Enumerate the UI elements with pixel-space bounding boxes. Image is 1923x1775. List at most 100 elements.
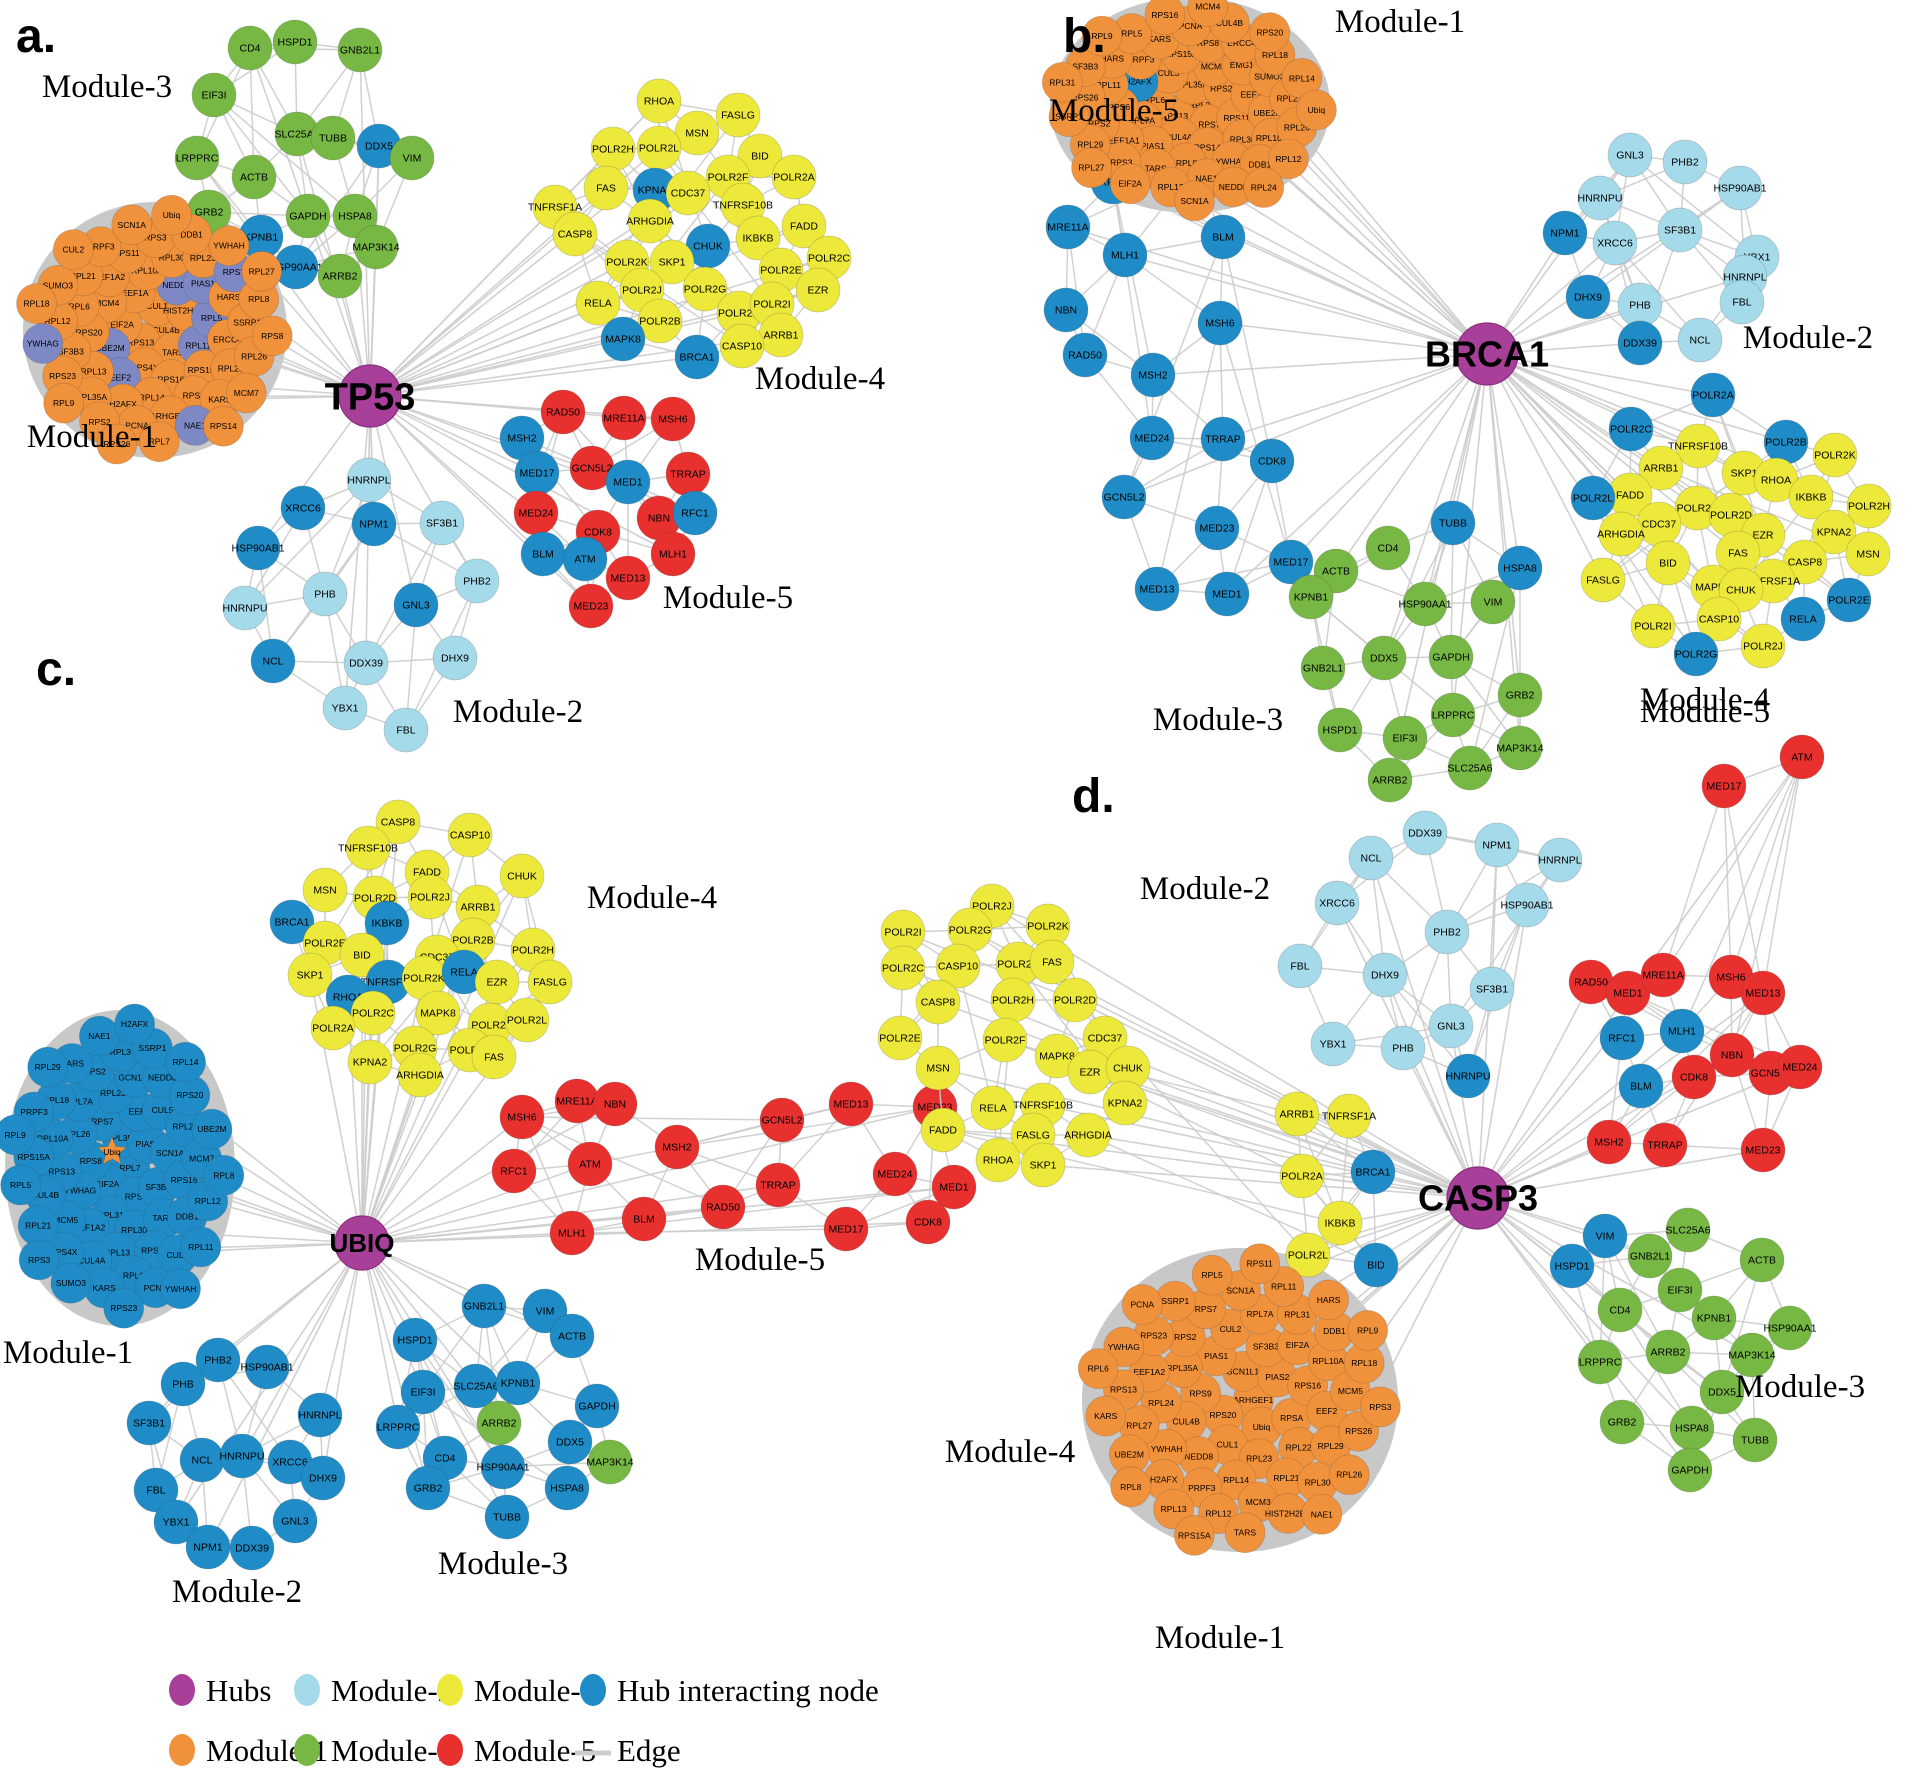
- node-a-BID[interactable]: [737, 133, 783, 179]
- node-a-MAP3K14[interactable]: [353, 224, 399, 270]
- node-a-HNRNPL[interactable]: [346, 457, 392, 503]
- node-c-MSH6[interactable]: [499, 1094, 545, 1140]
- node-b-GNB2L1[interactable]: [1300, 645, 1346, 691]
- node-d-NBN[interactable]: [1709, 1032, 1755, 1078]
- node-a-VIM[interactable]: [389, 135, 435, 181]
- node-d-EIF3I[interactable]: [1657, 1267, 1703, 1313]
- node-d-MAP3K14[interactable]: [1729, 1332, 1775, 1378]
- node-c-PHB[interactable]: [160, 1361, 206, 1407]
- node-b-HSP90AB1[interactable]: [1717, 165, 1763, 211]
- node-c-POLR2A[interactable]: [310, 1005, 356, 1051]
- node-c-RFC1[interactable]: [491, 1148, 537, 1194]
- node-d-TUBB[interactable]: [1732, 1417, 1778, 1463]
- node-d-NPM1[interactable]: [1474, 822, 1520, 868]
- node-b-MLH1[interactable]: [1102, 232, 1148, 278]
- node-a-SKP1[interactable]: [649, 239, 695, 285]
- node-b-MSN[interactable]: [1845, 531, 1891, 577]
- node-a-TUBB[interactable]: [310, 115, 356, 161]
- node-b-DDX5[interactable]: [1361, 635, 1407, 681]
- node-d-NCL[interactable]: [1348, 835, 1394, 881]
- node-d-FBL[interactable]: [1277, 943, 1323, 989]
- node-d-MED13[interactable]: [1740, 970, 1786, 1016]
- node-b-MSH2[interactable]: [1130, 352, 1176, 398]
- node-b-Ubiq[interactable]: [1296, 89, 1337, 131]
- node-b-MED13[interactable]: [1134, 566, 1180, 612]
- node-c-MSH2[interactable]: [654, 1124, 700, 1170]
- node-a-FAS[interactable]: [583, 165, 629, 211]
- node-d-MRE11A[interactable]: [1640, 952, 1686, 998]
- node-b-RPS16[interactable]: [1144, 0, 1186, 36]
- node-b-NBN[interactable]: [1043, 287, 1089, 333]
- node-a-RPL27[interactable]: [241, 251, 282, 292]
- node-d-RPL9[interactable]: [1347, 1310, 1388, 1351]
- node-b-KPNA2[interactable]: [1811, 509, 1857, 555]
- node-a-MSH6[interactable]: [650, 396, 696, 442]
- node-c-SUMO3[interactable]: [50, 1262, 92, 1304]
- node-c-MED1[interactable]: [931, 1164, 977, 1210]
- node-c-ARHGDIA[interactable]: [397, 1052, 443, 1098]
- node-b-MED24[interactable]: [1129, 415, 1175, 461]
- node-d-RPS11[interactable]: [1239, 1243, 1281, 1285]
- node-c-CASP8[interactable]: [375, 799, 421, 845]
- node-d-ATM[interactable]: [1779, 734, 1825, 780]
- node-b-POLR2G[interactable]: [1673, 631, 1719, 677]
- node-d-POLR2C[interactable]: [880, 945, 926, 991]
- node-d-PHB[interactable]: [1380, 1025, 1426, 1071]
- node-d-HNRNPU[interactable]: [1445, 1053, 1491, 1099]
- node-a-MED23[interactable]: [568, 583, 614, 629]
- node-star-Ubiq[interactable]: [96, 1136, 128, 1165]
- node-b-POLR2I[interactable]: [1630, 603, 1676, 649]
- node-c-DHX9[interactable]: [300, 1455, 346, 1501]
- node-a-MRE11A[interactable]: [601, 395, 647, 441]
- node-b-GNL3[interactable]: [1607, 132, 1653, 178]
- node-c-POLR2J[interactable]: [407, 874, 453, 920]
- node-d-BLM[interactable]: [1618, 1063, 1664, 1109]
- node-c-GCN5L2[interactable]: [759, 1097, 805, 1143]
- node-c-CASP10[interactable]: [447, 812, 493, 858]
- node-b-MED17[interactable]: [1268, 539, 1314, 585]
- node-c-FAS[interactable]: [471, 1034, 517, 1080]
- node-d-RPL6[interactable]: [1077, 1348, 1119, 1389]
- node-d-KARS[interactable]: [1085, 1395, 1127, 1437]
- node-b-POLR2C[interactable]: [1608, 406, 1654, 452]
- node-d-CD4[interactable]: [1597, 1287, 1643, 1333]
- node-d-MSH2[interactable]: [1586, 1119, 1632, 1165]
- node-c-TRRAP[interactable]: [755, 1162, 801, 1208]
- node-d-RPL26[interactable]: [1328, 1454, 1370, 1496]
- node-b-IKBKB[interactable]: [1788, 474, 1834, 520]
- node-b-CASP10[interactable]: [1696, 596, 1742, 642]
- node-a-MAPK8[interactable]: [600, 316, 646, 362]
- node-c-MAP3K14[interactable]: [587, 1439, 633, 1485]
- node-d-RPS15A[interactable]: [1174, 1515, 1215, 1556]
- node-d-POLR2D[interactable]: [1052, 977, 1098, 1023]
- node-c-HNRNPU[interactable]: [219, 1433, 265, 1479]
- node-a-FASLG[interactable]: [715, 92, 761, 138]
- node-a-RPS14[interactable]: [203, 405, 244, 447]
- node-a-YBX1[interactable]: [322, 685, 368, 731]
- node-c-HNRNPL[interactable]: [297, 1392, 343, 1438]
- node-b-GAPDH[interactable]: [1428, 634, 1474, 680]
- node-b-MCM4[interactable]: [1187, 0, 1229, 27]
- node-d-SF3B1[interactable]: [1469, 966, 1515, 1012]
- node-a-RPL18[interactable]: [16, 283, 57, 324]
- node-b-POLR2H[interactable]: [1846, 483, 1892, 529]
- node-c-H2AFX[interactable]: [114, 1003, 155, 1045]
- node-c-MAPK8[interactable]: [415, 990, 461, 1036]
- node-d-GNL3[interactable]: [1428, 1003, 1474, 1049]
- node-b-DHX9[interactable]: [1565, 274, 1611, 320]
- node-a-HNRNPU[interactable]: [222, 585, 268, 631]
- node-a-RELA[interactable]: [575, 280, 621, 326]
- node-b-FASLG[interactable]: [1580, 557, 1626, 603]
- node-a-MCM7[interactable]: [225, 372, 267, 414]
- node-b-BID[interactable]: [1645, 540, 1691, 586]
- node-b-PHB2[interactable]: [1662, 139, 1708, 185]
- node-a-CD4[interactable]: [227, 25, 273, 71]
- node-c-CHUK[interactable]: [499, 853, 545, 899]
- node-d-KPNA2[interactable]: [1102, 1080, 1148, 1126]
- node-a-CUL2[interactable]: [52, 229, 94, 271]
- node-d-CDK8[interactable]: [1671, 1054, 1717, 1100]
- node-d-RPL8[interactable]: [1110, 1466, 1152, 1508]
- node-d-POLR2E[interactable]: [877, 1015, 923, 1061]
- node-b-POLR2J[interactable]: [1740, 623, 1786, 669]
- node-c-MLH1[interactable]: [549, 1210, 595, 1256]
